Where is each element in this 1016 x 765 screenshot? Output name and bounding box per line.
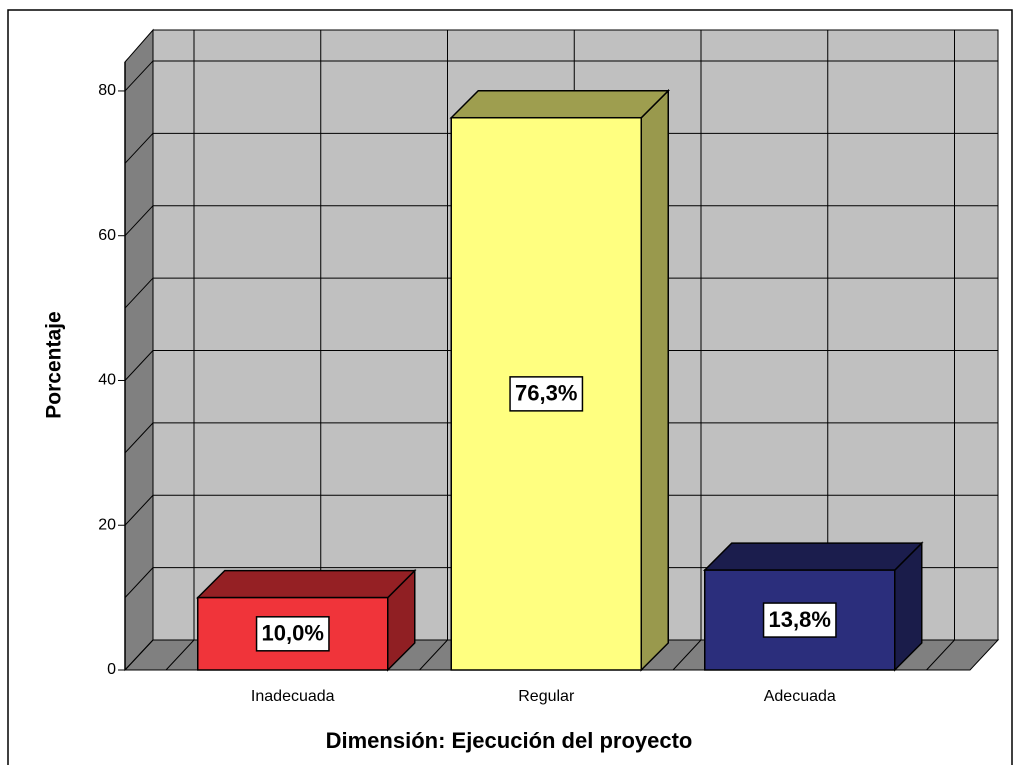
minor-grid-line (124, 132, 154, 164)
grid-line (124, 350, 154, 381)
y-tick-label: 80 (98, 82, 116, 99)
minor-grid-line (124, 277, 154, 309)
floor-line (419, 639, 448, 671)
grid-line (124, 60, 154, 92)
x-tick-label: Adecuada (764, 688, 836, 705)
grid-line (124, 205, 154, 237)
grid-line (124, 494, 154, 526)
floor-line (672, 639, 702, 671)
value-label: 10,0% (262, 621, 324, 646)
y-tick-label: 0 (107, 661, 116, 678)
bar-top (702, 542, 924, 571)
x-axis-title: Dimensión: Ejecución del proyecto (326, 728, 693, 753)
y-axis-title: Porcentaje (43, 311, 66, 418)
x-tick-label: Regular (518, 688, 575, 705)
minor-grid-line (124, 422, 154, 454)
y-tick-label: 60 (98, 227, 116, 244)
x-tick-label: Inadecuada (251, 688, 335, 705)
minor-grid-line (124, 567, 154, 598)
grid-line (124, 639, 154, 671)
bar (704, 569, 896, 671)
y-tick-label: 20 (98, 516, 116, 533)
value-label-box (762, 602, 837, 638)
bar-top (449, 89, 671, 119)
value-label-box (509, 376, 584, 412)
floor-line (165, 639, 195, 671)
bar-side (640, 88, 669, 672)
left-wall (124, 28, 154, 672)
value-label: 13,8% (769, 607, 831, 632)
bar-top (195, 569, 417, 599)
y-tick-label: 40 (98, 372, 116, 389)
value-label-box (255, 616, 330, 652)
floor-line (926, 639, 955, 671)
value-label: 76,3% (515, 381, 577, 406)
